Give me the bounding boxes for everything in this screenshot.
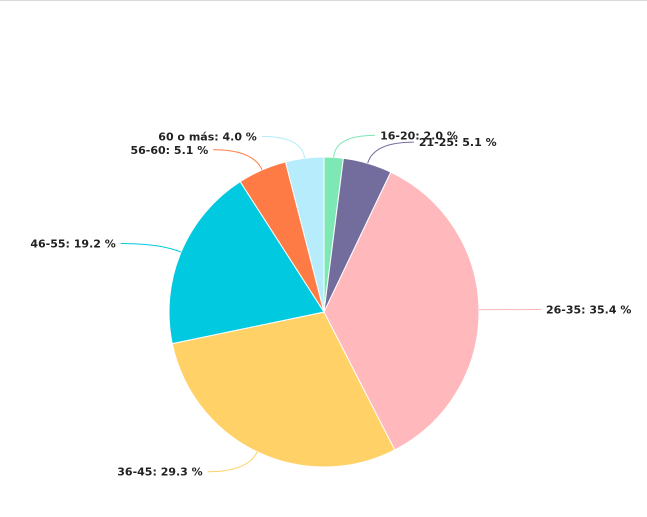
slice-label-46-55: 46-55: 19.2 %	[30, 238, 115, 251]
slice-label-16-20: 16-20: 2.0 %	[380, 129, 458, 142]
leader-line-21-25	[367, 141, 414, 164]
slice-label-26-35: 26-35: 35.4 %	[546, 304, 631, 317]
leader-line-16-20	[333, 134, 376, 158]
slice-label-56-60: 56-60: 5.1 %	[131, 144, 209, 157]
pie-slice-46-55[interactable]	[168, 180, 325, 345]
leader-lines	[120, 134, 541, 473]
slice-label-60-o-m-s: 60 o más: 4.0 %	[158, 130, 257, 143]
slice-label-36-45: 36-45: 29.3 %	[117, 466, 202, 479]
leader-line-56-60	[213, 149, 263, 171]
leader-line-60-o-m-s	[261, 135, 306, 159]
slice-labels: 16-20: 2.0 %21-25: 5.1 % 26-35: 35.4 % 36-…	[30, 129, 631, 478]
top-divider	[0, 0, 647, 1]
leader-line-36-45	[207, 451, 258, 473]
slice-label-21-25: 21-25: 5.1 %	[419, 136, 497, 149]
leader-line-46-55	[120, 243, 182, 253]
pie-slice-60-o-m-s[interactable]	[284, 156, 325, 313]
pie-slices	[168, 156, 480, 468]
